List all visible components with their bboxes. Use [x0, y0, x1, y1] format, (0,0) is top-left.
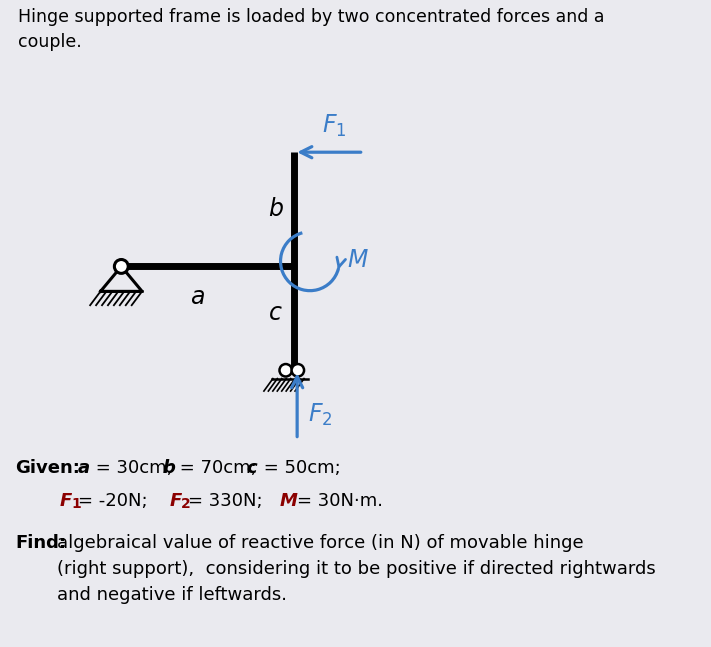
Text: $\mathit{a}$: $\mathit{a}$ — [190, 285, 205, 309]
Text: 1: 1 — [71, 497, 81, 511]
Text: 2: 2 — [181, 497, 191, 511]
Text: = 50cm;: = 50cm; — [258, 459, 341, 477]
Text: M: M — [280, 492, 298, 510]
Circle shape — [114, 259, 128, 273]
Text: = 330N;: = 330N; — [188, 492, 268, 510]
Text: Hinge supported frame is loaded by two concentrated forces and a
couple.: Hinge supported frame is loaded by two c… — [18, 8, 604, 51]
Text: $\mathit{M}$: $\mathit{M}$ — [347, 248, 369, 272]
Text: b: b — [162, 459, 175, 477]
Text: $\mathit{b}$: $\mathit{b}$ — [269, 197, 284, 221]
Text: Given:: Given: — [15, 459, 80, 477]
Text: F: F — [170, 492, 182, 510]
Text: = 30N·m.: = 30N·m. — [297, 492, 383, 510]
Text: Find:: Find: — [15, 534, 66, 553]
Circle shape — [279, 364, 292, 377]
Text: $\mathit{F}_2$: $\mathit{F}_2$ — [309, 402, 333, 428]
Text: $\mathit{F}_1$: $\mathit{F}_1$ — [322, 113, 346, 139]
Text: algebraical value of reactive force (in N) of movable hinge
(right support),  co: algebraical value of reactive force (in … — [57, 534, 656, 604]
Text: F: F — [60, 492, 73, 510]
Text: a: a — [78, 459, 90, 477]
Text: = 30cm;: = 30cm; — [90, 459, 178, 477]
Text: = -20N;: = -20N; — [78, 492, 154, 510]
Text: c: c — [246, 459, 257, 477]
Text: $\mathit{c}$: $\mathit{c}$ — [268, 301, 283, 325]
Text: = 70cm;: = 70cm; — [174, 459, 262, 477]
Circle shape — [292, 364, 304, 377]
